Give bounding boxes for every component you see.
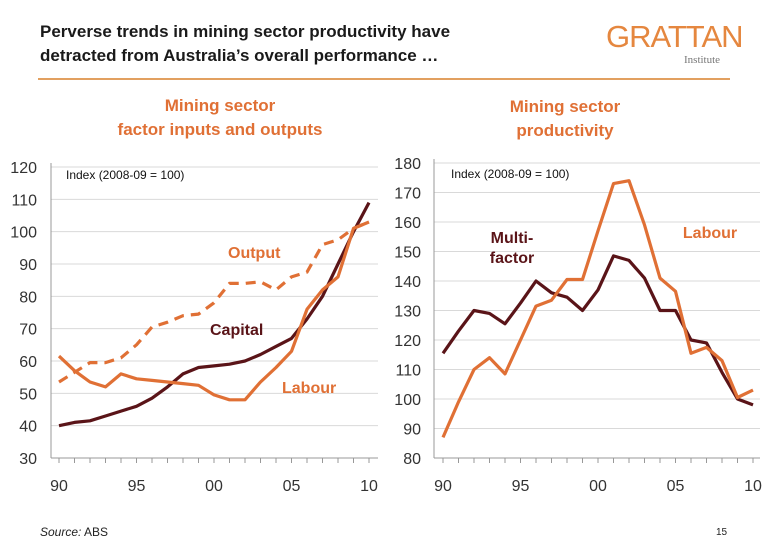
x-tick-label: 90 — [50, 478, 68, 495]
y-tick-label: 170 — [394, 186, 421, 203]
y-tick-label: 150 — [394, 245, 421, 262]
right-chart-title-line-2: productivity — [516, 121, 614, 140]
y-tick-label: 80 — [403, 451, 421, 468]
y-tick-label: 100 — [10, 225, 37, 242]
y-tick-label: 100 — [394, 392, 421, 409]
x-tick-label: 10 — [744, 478, 762, 495]
x-tick-label: 00 — [205, 478, 223, 495]
page-number: 15 — [716, 527, 728, 538]
title-line-2: detracted from Australia’s overall perfo… — [40, 46, 439, 65]
x-tick-label: 95 — [512, 478, 530, 495]
index-note: Index (2008-09 = 100) — [66, 168, 184, 182]
right-chart-title-line-1: Mining sector — [509, 97, 621, 116]
series-line-capital — [58, 201, 371, 428]
y-tick-label: 50 — [19, 386, 37, 403]
series-label: Capital — [210, 322, 263, 339]
index-note: Index (2008-09 = 100) — [451, 167, 569, 181]
series-line-output — [58, 220, 370, 384]
y-tick-label: 90 — [403, 422, 421, 439]
series-label: Output — [228, 245, 281, 262]
series-line-multi-factor — [441, 254, 754, 407]
title-line-1: Perverse trends in mining sector product… — [40, 22, 451, 41]
y-tick-label: 80 — [19, 289, 37, 306]
y-tick-label: 180 — [394, 156, 421, 173]
x-tick-label: 90 — [434, 478, 452, 495]
x-tick-label: 95 — [128, 478, 146, 495]
grattan-logo: GRATTAN — [606, 19, 744, 54]
left-chart-title-line-2: factor inputs and outputs — [117, 120, 323, 139]
x-tick-label: 05 — [283, 478, 301, 495]
header-divider — [38, 78, 730, 80]
series-line-labour — [441, 179, 754, 439]
y-tick-label: 40 — [19, 419, 37, 436]
series-label: Multi- — [491, 230, 534, 247]
right-chart-title: Mining sector productivity — [440, 95, 690, 143]
series-label: Labour — [282, 380, 336, 397]
x-tick-label: 00 — [589, 478, 607, 495]
y-tick-label: 120 — [10, 160, 37, 177]
grattan-logo-institute: Institute — [684, 54, 721, 66]
series-label: Labour — [683, 225, 737, 242]
x-tick-label: 10 — [360, 478, 378, 495]
y-tick-label: 120 — [394, 333, 421, 350]
left-chart: 30 40 50 60 70 80 90 100 110 120 90 95 00 05 10 Index (… — [10, 160, 378, 495]
source-note: Source: ABS — [40, 525, 108, 539]
series-label: factor — [490, 250, 534, 267]
left-chart-title: Mining sector factor inputs and outputs — [60, 94, 380, 142]
y-tick-label: 90 — [19, 257, 37, 274]
left-chart-title-line-1: Mining sector — [164, 96, 276, 115]
y-tick-label: 140 — [394, 274, 421, 291]
y-tick-label: 160 — [394, 215, 421, 232]
source-prefix: Source: — [40, 525, 82, 539]
source-text: ABS — [81, 525, 109, 539]
right-chart: 80 90 100 110 120 130 140 150 160 170 180 90 95 00 05 1… — [394, 156, 762, 495]
y-tick-label: 110 — [11, 192, 37, 209]
y-tick-label: 110 — [395, 363, 421, 380]
series-line-labour — [57, 220, 370, 402]
slide-title: Perverse trends in mining sector product… — [40, 20, 580, 68]
y-tick-label: 30 — [19, 451, 37, 468]
x-tick-label: 05 — [667, 478, 685, 495]
y-tick-label: 70 — [19, 322, 37, 339]
y-tick-label: 130 — [394, 304, 421, 321]
y-tick-label: 60 — [19, 354, 37, 371]
